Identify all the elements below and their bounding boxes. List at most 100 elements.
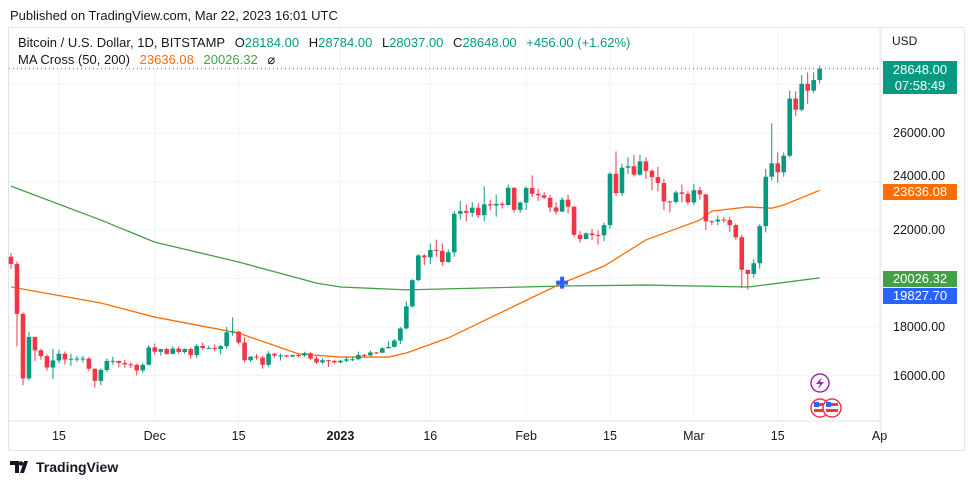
- candle-down: [128, 364, 134, 366]
- candle-up: [368, 352, 373, 356]
- symbol-name: Bitcoin / U.S. Dollar, 1D, BITSTAMP: [18, 35, 226, 50]
- candle-down: [727, 220, 733, 226]
- candle-up: [691, 190, 697, 203]
- candle-down: [200, 345, 205, 349]
- candle-down: [661, 182, 667, 202]
- candle-down: [499, 203, 505, 206]
- ma200-line: [10, 185, 820, 291]
- candle-up: [637, 161, 643, 175]
- flag-stripe: [826, 403, 838, 406]
- candle-down: [709, 221, 715, 223]
- time-tick-label: 15: [770, 429, 785, 443]
- close-label: C: [453, 35, 463, 50]
- us-flag-event-icon: [822, 398, 842, 418]
- candle-up: [74, 358, 80, 360]
- candle-up: [751, 263, 757, 274]
- hide-indicator-icon[interactable]: ⌀: [267, 52, 276, 67]
- candle-down: [236, 331, 241, 343]
- candle-up: [194, 345, 199, 356]
- time-tick-label: 15: [603, 429, 617, 443]
- candle-up: [290, 355, 295, 357]
- candle-down: [254, 356, 259, 358]
- candle-down: [433, 249, 439, 251]
- candle-down: [577, 234, 583, 239]
- candle-down: [643, 161, 649, 171]
- currency-label[interactable]: USD: [892, 34, 918, 48]
- candle-up: [769, 163, 775, 177]
- candle-up: [811, 80, 816, 91]
- candle-up: [410, 280, 415, 307]
- ma200-value: 20026.32: [203, 52, 258, 67]
- candle-up: [625, 166, 631, 168]
- price-tick-label: 18000.00: [893, 320, 946, 334]
- candle-down: [92, 368, 98, 381]
- price-tick-label: 22000.00: [893, 223, 946, 237]
- candle-down: [613, 173, 619, 194]
- low-value: 28037.00: [389, 35, 444, 50]
- time-tick-label: Ap: [871, 429, 888, 443]
- cross-badge: 19827.70: [883, 288, 957, 304]
- candle-up: [320, 360, 325, 363]
- candle-down: [164, 349, 170, 354]
- open-label: O: [234, 35, 245, 50]
- candle-up: [763, 176, 769, 227]
- candle-up: [50, 360, 56, 368]
- candle-down: [679, 192, 685, 194]
- candle-up: [416, 255, 421, 281]
- flag-stripe: [826, 409, 838, 412]
- candle-up: [799, 83, 804, 110]
- candle-down: [733, 225, 739, 238]
- candle-down: [655, 177, 661, 183]
- candle-down: [122, 362, 128, 365]
- candle-down: [685, 193, 691, 203]
- ma50-line: [10, 189, 820, 358]
- candle-up: [224, 332, 229, 347]
- candle-up: [56, 353, 62, 361]
- candle-down: [134, 364, 140, 371]
- candle-down: [547, 197, 553, 208]
- candle-down: [511, 187, 517, 210]
- candle-down: [32, 336, 38, 351]
- candle-up: [607, 173, 613, 226]
- candle-up: [469, 207, 475, 213]
- candle-up: [517, 202, 523, 210]
- indicator-legend[interactable]: MA Cross (50, 200) 23636.08 20026.32 ⌀: [18, 52, 275, 68]
- candle-down: [242, 342, 247, 361]
- candle-down: [14, 263, 20, 314]
- candle-up: [110, 360, 116, 362]
- candle-down: [697, 190, 703, 195]
- candle-down: [62, 353, 68, 360]
- candle-down: [595, 235, 601, 237]
- flag-stripe: [814, 403, 826, 406]
- tradingview-logo[interactable]: TradingView: [10, 459, 118, 475]
- candle-down: [805, 83, 810, 91]
- candle-down: [152, 347, 158, 352]
- candle-up: [386, 346, 391, 349]
- candle-up: [230, 331, 235, 333]
- candle-down: [314, 358, 319, 363]
- high-label: H: [308, 35, 319, 50]
- tradingview-logo-icon: [10, 461, 28, 473]
- candle-down: [535, 193, 541, 196]
- candle-down: [326, 360, 331, 362]
- candle-up: [817, 68, 822, 81]
- price-tick-label: 16000.00: [893, 368, 946, 383]
- candle-up: [601, 225, 607, 236]
- ma200-badge: 20026.32: [883, 271, 957, 287]
- bar-countdown: 07:58:49: [894, 78, 946, 93]
- candle-up: [481, 204, 487, 216]
- price-tick-label: 24000.00: [893, 169, 946, 183]
- candle-down: [332, 360, 337, 363]
- open-value: 28184.00: [244, 35, 300, 50]
- candle-down: [8, 256, 14, 264]
- candle-down: [745, 269, 751, 274]
- candle-up: [559, 199, 565, 212]
- candle-up: [206, 348, 211, 350]
- candle-up: [673, 192, 679, 202]
- close-value: 28648.00: [462, 35, 517, 50]
- time-tick-label: Feb: [515, 429, 537, 443]
- candle-up: [68, 358, 74, 360]
- candle-up: [493, 203, 499, 206]
- candle-up: [98, 369, 104, 381]
